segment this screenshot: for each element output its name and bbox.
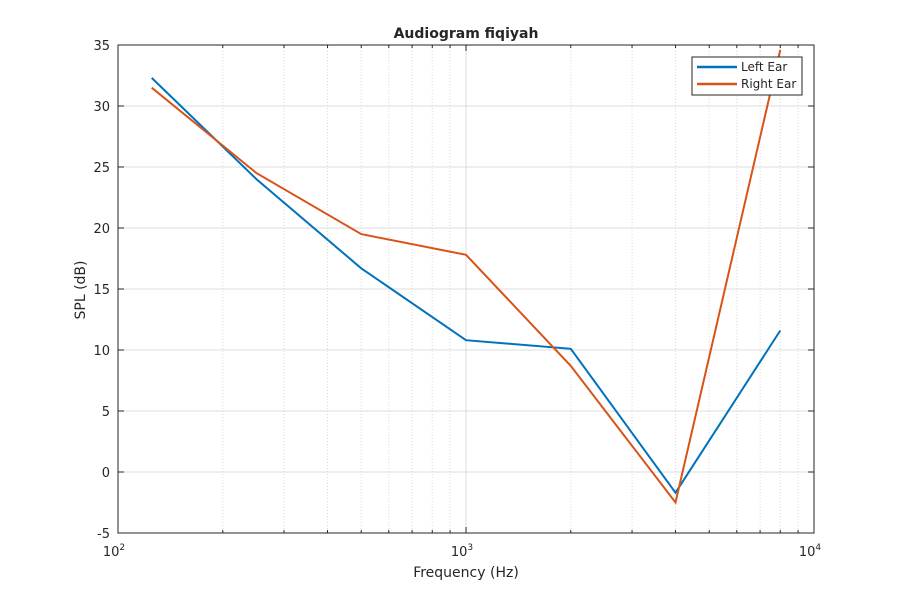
y-axis-label: SPL (dB) [73, 261, 89, 320]
y-tick-label: 35 [93, 39, 110, 54]
y-tick-label: 15 [93, 283, 110, 298]
chart-title: Audiogram fiqiyah [394, 26, 539, 42]
x-tick-label: 104 [799, 543, 822, 560]
ticks-layer [117, 44, 815, 534]
y-tick-label: 10 [93, 344, 110, 359]
legend-label: Left Ear [741, 60, 787, 74]
y-tick-label: 20 [93, 222, 110, 237]
series-line-right-ear [151, 49, 782, 505]
x-axis-label: Frequency (Hz) [413, 565, 519, 581]
legend-box [691, 56, 803, 96]
legend: Left Ear Right Ear [691, 56, 803, 96]
series-layer [151, 49, 782, 505]
y-tick-label: 30 [93, 100, 110, 115]
y-tick-label: 0 [102, 466, 110, 481]
y-tick-label: -5 [97, 527, 110, 542]
x-tick-label: 102 [103, 543, 125, 560]
y-tick-label: 5 [102, 405, 110, 420]
x-tick-label: 103 [451, 543, 473, 560]
series-line-left-ear [151, 77, 782, 495]
legend-label: Right Ear [741, 77, 796, 91]
y-tick-labels: -5 0 5 10 15 20 25 30 35 [93, 39, 110, 542]
x-tick-labels: 102 103 104 [103, 543, 822, 560]
y-tick-label: 25 [93, 161, 110, 176]
